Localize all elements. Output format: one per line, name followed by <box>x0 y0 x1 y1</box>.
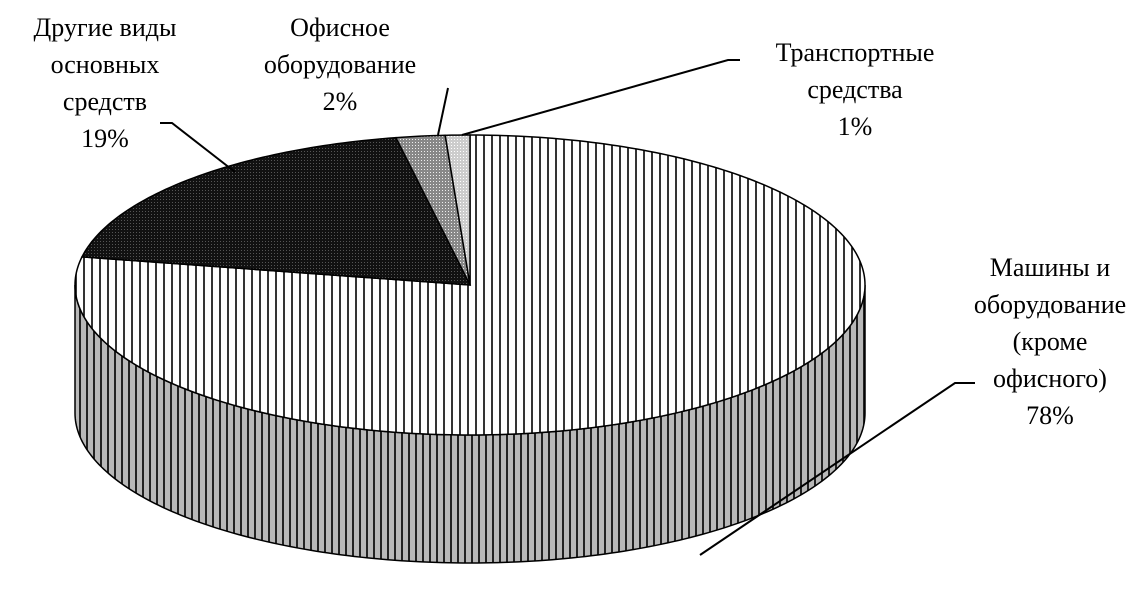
label-line: Машины и <box>990 253 1110 282</box>
pie-slice <box>394 134 471 286</box>
label-line: (кроме <box>1013 327 1088 356</box>
category-label: Транспортные средства <box>776 38 935 104</box>
leader-line <box>461 59 740 136</box>
label-line: основных <box>51 50 160 79</box>
value-label: 2% <box>323 87 358 116</box>
leader-line <box>437 87 449 136</box>
leader-line <box>699 382 975 556</box>
category-label: Офисное оборудование <box>264 13 416 79</box>
leader-line <box>160 122 236 173</box>
value-label: 78% <box>1026 401 1074 430</box>
label-line: средств <box>63 87 147 116</box>
label-line: Транспортные <box>776 38 935 67</box>
labels: Машины и оборудование (кроме офисного) 78% Др… <box>34 13 1126 556</box>
label-line: оборудование <box>264 50 416 79</box>
label-line: Другие виды <box>34 13 177 42</box>
pie-top <box>74 134 866 436</box>
pie-slice <box>444 134 471 286</box>
label-line: Офисное <box>290 13 390 42</box>
value-label: 1% <box>838 112 873 141</box>
label-line: оборудование <box>974 290 1126 319</box>
pie-slice <box>80 136 472 286</box>
label-line: офисного) <box>993 364 1107 393</box>
category-label: Машины и оборудование (кроме офисного) <box>974 253 1126 393</box>
label-line: средства <box>807 75 903 104</box>
value-label: 19% <box>81 124 129 153</box>
category-label: Другие виды основных средств <box>34 13 177 116</box>
